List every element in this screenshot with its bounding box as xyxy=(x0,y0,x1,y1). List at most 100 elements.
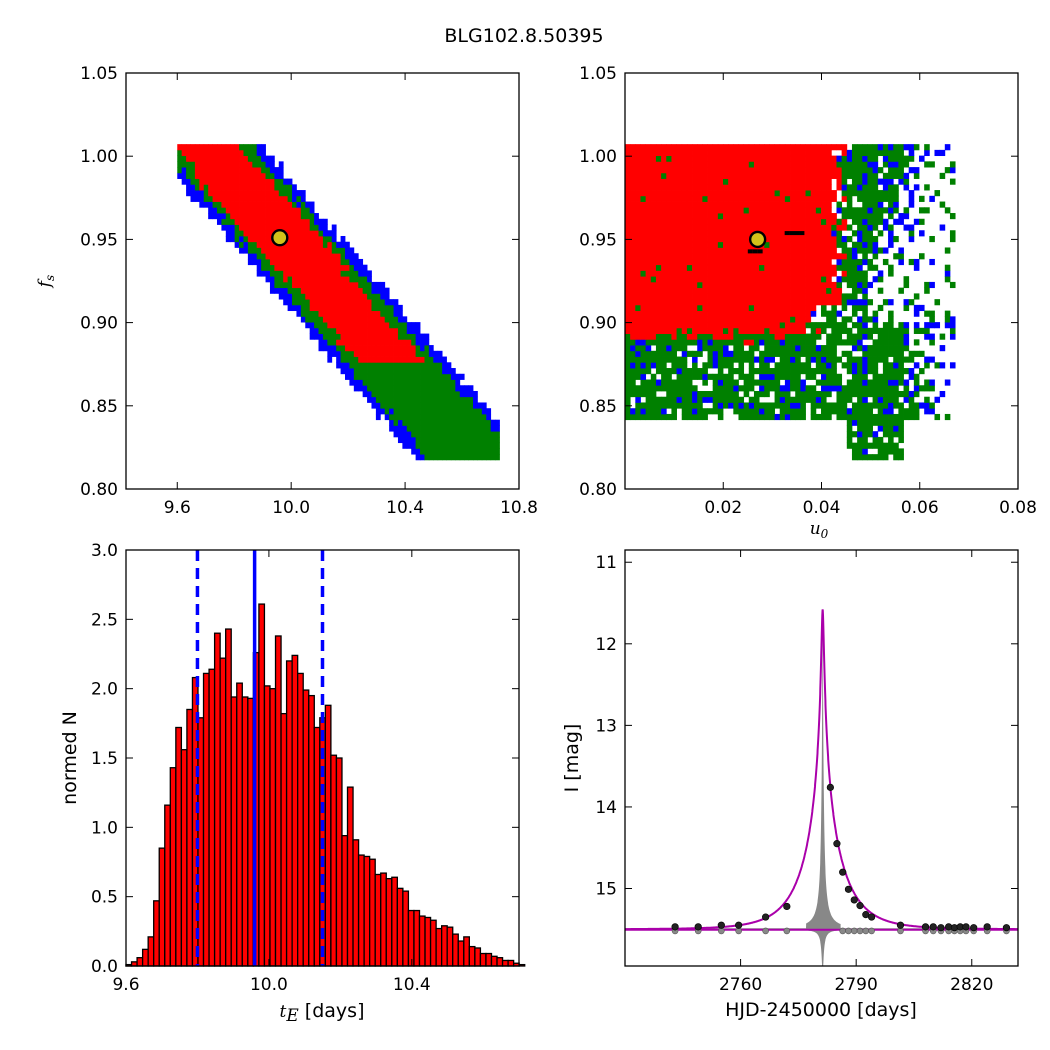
density-cell-inner xyxy=(831,195,837,202)
density-cell-outer xyxy=(702,373,708,380)
density-cell-middle xyxy=(371,373,377,380)
density-cell-inner xyxy=(738,270,745,277)
density-cell-middle xyxy=(287,190,293,197)
density-cell-middle xyxy=(877,442,884,449)
density-cell-middle xyxy=(406,368,412,375)
density-cell-inner xyxy=(309,299,315,306)
density-cell-inner xyxy=(753,184,760,191)
density-cell-inner xyxy=(252,230,258,237)
density-cell-outer xyxy=(415,333,421,340)
density-cell-middle xyxy=(728,356,734,363)
density-cell-inner xyxy=(666,178,672,185)
density-cell-inner xyxy=(336,316,341,323)
density-cell-middle xyxy=(898,287,904,294)
density-cell-inner xyxy=(759,190,765,197)
density-cell-middle xyxy=(397,368,403,375)
density-cell-inner xyxy=(650,207,657,214)
density-cell-middle xyxy=(826,373,832,380)
density-cell-middle xyxy=(733,356,739,363)
density-cell-middle xyxy=(287,281,293,289)
density-cell-middle xyxy=(877,327,884,334)
density-cell-middle xyxy=(655,345,662,352)
density-cell-inner xyxy=(194,144,200,151)
density-cell-middle xyxy=(851,322,858,329)
density-cell-inner xyxy=(650,333,657,340)
density-cell-outer xyxy=(269,167,275,174)
density-cell-inner xyxy=(712,184,719,191)
density-cell-inner xyxy=(371,333,377,340)
density-cell-inner xyxy=(826,293,832,300)
density-cell-outer xyxy=(336,362,341,369)
density-cell-outer xyxy=(841,235,848,243)
density-cell-inner xyxy=(748,316,755,323)
density-cell-middle xyxy=(908,258,915,266)
density-cell-inner xyxy=(655,178,662,185)
density-cell-inner xyxy=(728,316,734,323)
density-cell-inner xyxy=(774,264,781,271)
density-cell-middle xyxy=(800,390,806,398)
density-cell-outer xyxy=(851,368,858,375)
density-cell-inner xyxy=(367,316,372,323)
density-cell-inner xyxy=(661,144,667,151)
density-cell-outer xyxy=(415,454,421,461)
residual-point xyxy=(762,927,769,935)
density-cell-inner xyxy=(821,264,827,271)
density-cell-inner xyxy=(645,287,652,294)
density-cell-inner xyxy=(784,281,791,289)
density-cell-outer xyxy=(898,218,904,225)
density-cell-outer xyxy=(893,425,899,432)
density-cell-inner xyxy=(340,281,346,289)
density-cell-inner xyxy=(697,184,703,191)
density-cell-middle xyxy=(477,431,483,438)
density-cell-outer xyxy=(810,310,817,317)
density-cell-middle xyxy=(903,345,910,352)
density-cell-inner xyxy=(327,241,333,248)
density-cell-inner xyxy=(671,310,677,317)
density-cell-middle xyxy=(340,350,346,357)
residual-point xyxy=(868,927,875,935)
density-cell-middle xyxy=(655,155,662,162)
density-cell-outer xyxy=(759,408,765,415)
density-cell-inner xyxy=(256,190,262,197)
density-cell-inner xyxy=(702,253,708,260)
density-cell-middle xyxy=(344,356,350,363)
density-cell-middle xyxy=(428,368,434,375)
density-cell-middle xyxy=(867,385,873,392)
density-cell-outer xyxy=(397,419,403,426)
density-cell-inner xyxy=(764,178,770,185)
density-cell-middle xyxy=(697,373,703,380)
density-cell-inner xyxy=(774,333,781,340)
density-cell-middle xyxy=(681,339,688,346)
density-cell-middle xyxy=(477,425,483,432)
density-cell-middle xyxy=(243,144,249,151)
density-cell-inner xyxy=(661,264,667,271)
y-tick-label: 0.95 xyxy=(579,230,617,250)
x-tick-label: 10.8 xyxy=(500,498,538,518)
density-cell-inner xyxy=(252,190,258,197)
density-cell-inner xyxy=(707,230,714,237)
density-cell-outer xyxy=(269,276,275,283)
density-cell-outer xyxy=(929,195,935,202)
density-cell-middle xyxy=(389,385,394,392)
density-cell-inner xyxy=(397,339,403,346)
density-cell-inner xyxy=(645,190,652,197)
density-cell-outer xyxy=(322,345,328,352)
density-cell-inner xyxy=(216,161,222,168)
density-cell-inner xyxy=(681,172,688,179)
density-cell-inner xyxy=(367,333,372,340)
density-cell-middle xyxy=(411,413,417,421)
histogram-bar xyxy=(490,955,498,967)
density-cell-middle xyxy=(882,362,889,369)
density-cell-inner xyxy=(661,310,667,317)
density-cell-inner xyxy=(625,207,631,214)
density-cell-middle xyxy=(389,396,394,403)
density-cell-inner xyxy=(296,276,302,283)
density-cell-inner xyxy=(738,287,745,294)
density-cell-inner xyxy=(692,241,698,248)
density-cell-inner xyxy=(795,276,801,283)
density-cell-inner xyxy=(331,287,337,294)
density-cell-middle xyxy=(888,155,894,162)
density-cell-middle xyxy=(877,218,884,225)
density-cell-middle xyxy=(846,419,853,426)
density-cell-middle xyxy=(437,362,443,369)
